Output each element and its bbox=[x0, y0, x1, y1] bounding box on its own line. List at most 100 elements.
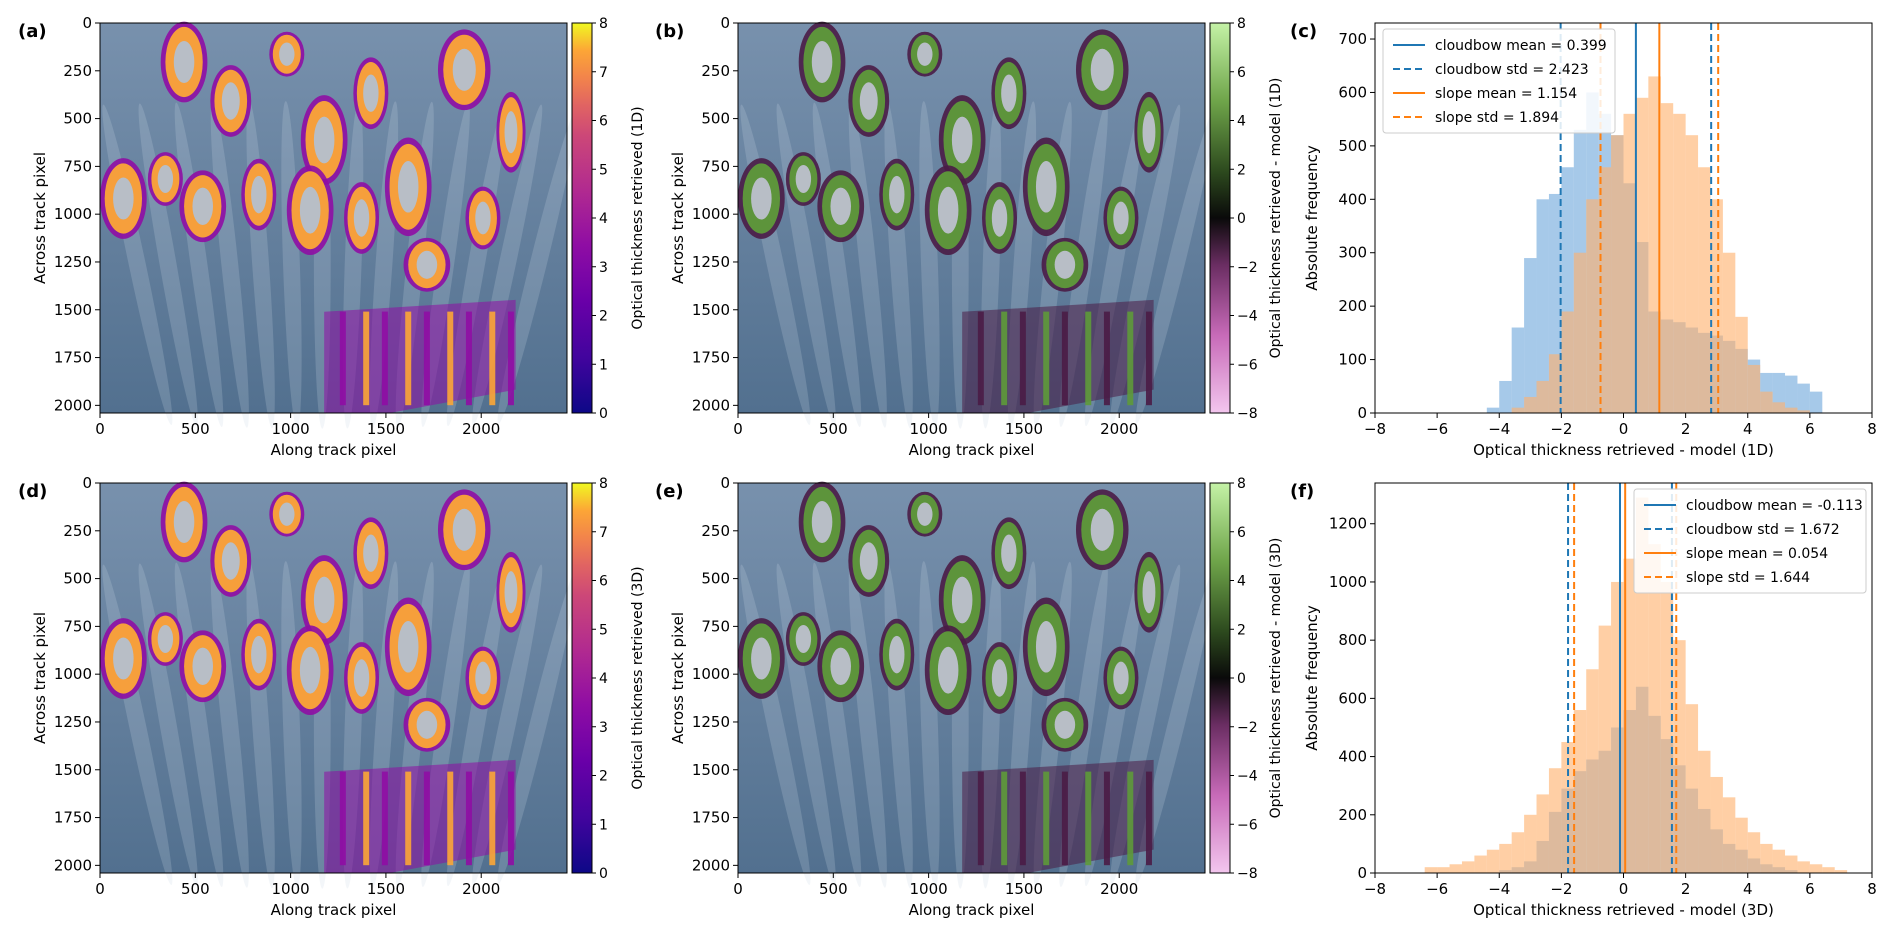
axes-frame bbox=[737, 22, 1206, 414]
slope-bar bbox=[1635, 97, 1649, 413]
retrieval-band bbox=[1019, 771, 1026, 866]
retrieval-band bbox=[977, 311, 984, 406]
y-tick-label: 2000 bbox=[692, 856, 730, 874]
slope-bar bbox=[1834, 870, 1848, 873]
y-tick-label: 400 bbox=[1338, 748, 1367, 766]
legend-label: slope std = 1.894 bbox=[1435, 110, 1559, 126]
retrieval-band bbox=[423, 771, 430, 866]
retrieval-blob-core bbox=[221, 82, 240, 120]
colorbar-tick-label: −4 bbox=[1237, 769, 1258, 785]
colorbar-tick-label: 1 bbox=[599, 357, 608, 373]
retrieval-blob-core bbox=[452, 48, 476, 91]
colorbar-tick-label: 5 bbox=[599, 162, 608, 178]
map-panel-a: 0 500 1000 1500 2000025050075010001250150017… bbox=[31, 14, 646, 459]
retrieval-blob-core bbox=[1142, 111, 1156, 154]
x-tick-label: 4 bbox=[1743, 880, 1753, 898]
x-tick-label: 2 bbox=[1681, 420, 1691, 438]
y-tick-label: 0 bbox=[82, 474, 92, 492]
retrieval-band bbox=[423, 311, 430, 406]
y-tick-label: 500 bbox=[1338, 137, 1367, 155]
slope-bar bbox=[1461, 861, 1475, 873]
cloudbow-bar bbox=[1785, 375, 1798, 413]
slope-bar bbox=[1474, 855, 1487, 873]
x-tick-label: 2000 bbox=[462, 420, 500, 438]
colorbar-tick-label: −8 bbox=[1237, 406, 1258, 422]
retrieval-blob-core bbox=[363, 534, 379, 572]
slope-bar bbox=[1449, 864, 1462, 873]
slope-bar bbox=[1548, 768, 1562, 873]
y-axis-label: Across track pixel bbox=[31, 152, 49, 284]
retrieval-blob-core bbox=[751, 177, 772, 220]
colorbar-label: Optical thickness retrieved - model (1D) bbox=[1268, 78, 1284, 359]
colorbar-tick-label: 2 bbox=[1237, 622, 1246, 638]
retrieval-blob-core bbox=[251, 635, 267, 674]
slope-bar bbox=[1536, 380, 1549, 413]
y-tick-label: 600 bbox=[1338, 689, 1367, 707]
slope-bar bbox=[1623, 113, 1636, 414]
x-tick-label: 500 bbox=[181, 420, 210, 438]
x-tick-label: 8 bbox=[1867, 880, 1877, 898]
y-tick-label: 1750 bbox=[54, 349, 92, 367]
retrieval-blob-core bbox=[504, 111, 518, 154]
retrieval-blob-core bbox=[1054, 710, 1076, 739]
cloud-streak bbox=[919, 101, 940, 429]
x-tick-label: 0 bbox=[733, 880, 743, 898]
slope-bar bbox=[1548, 354, 1562, 413]
x-tick-label: −8 bbox=[1364, 880, 1386, 898]
x-tick-label: −8 bbox=[1364, 420, 1386, 438]
colorbar bbox=[571, 22, 593, 414]
colorbar-tick-label: 0 bbox=[599, 866, 608, 882]
colorbar-tick-label: 6 bbox=[1237, 65, 1246, 81]
map-panel-b: 0 500 1000 1500 2000025050075010001250150017… bbox=[669, 14, 1284, 459]
panel-label: (c) bbox=[1290, 21, 1317, 42]
legend: cloudbow mean = -0.113 cloudbow std = 1.6… bbox=[1633, 488, 1867, 594]
slope-bar bbox=[1648, 544, 1661, 873]
panel-label: (e) bbox=[655, 481, 684, 502]
x-tick-label: 2000 bbox=[1100, 880, 1138, 898]
retrieval-band bbox=[1127, 311, 1134, 406]
map-panel-e: 0 500 1000 1500 2000025050075010001250150017… bbox=[669, 474, 1284, 919]
y-tick-label: 250 bbox=[701, 522, 730, 540]
legend-label: slope mean = 0.054 bbox=[1686, 546, 1828, 562]
retrieval-blob-core bbox=[917, 502, 933, 526]
slope-bar bbox=[1673, 640, 1686, 873]
retrieval-band bbox=[977, 771, 984, 866]
x-tick-label: 6 bbox=[1805, 420, 1815, 438]
slope-bar bbox=[1424, 867, 1438, 873]
retrieval-blob-core bbox=[1090, 48, 1114, 91]
x-tick-label: 0 bbox=[1619, 880, 1629, 898]
colorbar-label: Optical thickness retrieved (3D) bbox=[630, 566, 646, 789]
retrieval-blob-core bbox=[113, 637, 134, 680]
slope-bar bbox=[1797, 861, 1810, 873]
slope-bar bbox=[1660, 103, 1674, 413]
colorbar-tick-label: −2 bbox=[1237, 720, 1258, 736]
slope-bar bbox=[1660, 581, 1674, 873]
cloud-streak bbox=[497, 565, 579, 884]
retrieval-blob-core bbox=[991, 199, 1008, 237]
retrieval-band bbox=[405, 771, 412, 866]
slope-bar bbox=[1785, 407, 1798, 413]
retrieval-band bbox=[507, 771, 514, 866]
retrieval-band bbox=[1103, 771, 1110, 866]
y-tick-label: 1200 bbox=[1329, 515, 1367, 533]
retrieval-blob-core bbox=[795, 624, 812, 654]
y-tick-label: 750 bbox=[701, 157, 730, 175]
retrieval-blob-core bbox=[173, 500, 195, 544]
y-tick-label: 1500 bbox=[692, 761, 730, 779]
colorbar-tick-label: 4 bbox=[1237, 574, 1246, 590]
retrieval-blob-core bbox=[416, 250, 438, 279]
x-tick-label: 1500 bbox=[1005, 420, 1043, 438]
retrieval-blob-core bbox=[859, 82, 878, 120]
cloud-streak bbox=[1135, 565, 1217, 884]
y-tick-label: 750 bbox=[63, 617, 92, 635]
x-tick-label: −6 bbox=[1426, 420, 1448, 438]
slope-bar bbox=[1573, 710, 1587, 873]
x-axis-label: Optical thickness retrieved - model (3D) bbox=[1473, 901, 1774, 919]
retrieval-band bbox=[381, 311, 388, 406]
retrieval-band bbox=[465, 771, 472, 866]
legend-label: slope std = 1.644 bbox=[1686, 570, 1810, 586]
panel-label: (a) bbox=[18, 21, 47, 42]
retrieval-blob-core bbox=[299, 186, 321, 234]
legend: cloudbow mean = 0.399 cloudbow std = 2.42… bbox=[1382, 28, 1616, 134]
colorbar bbox=[1209, 22, 1231, 414]
